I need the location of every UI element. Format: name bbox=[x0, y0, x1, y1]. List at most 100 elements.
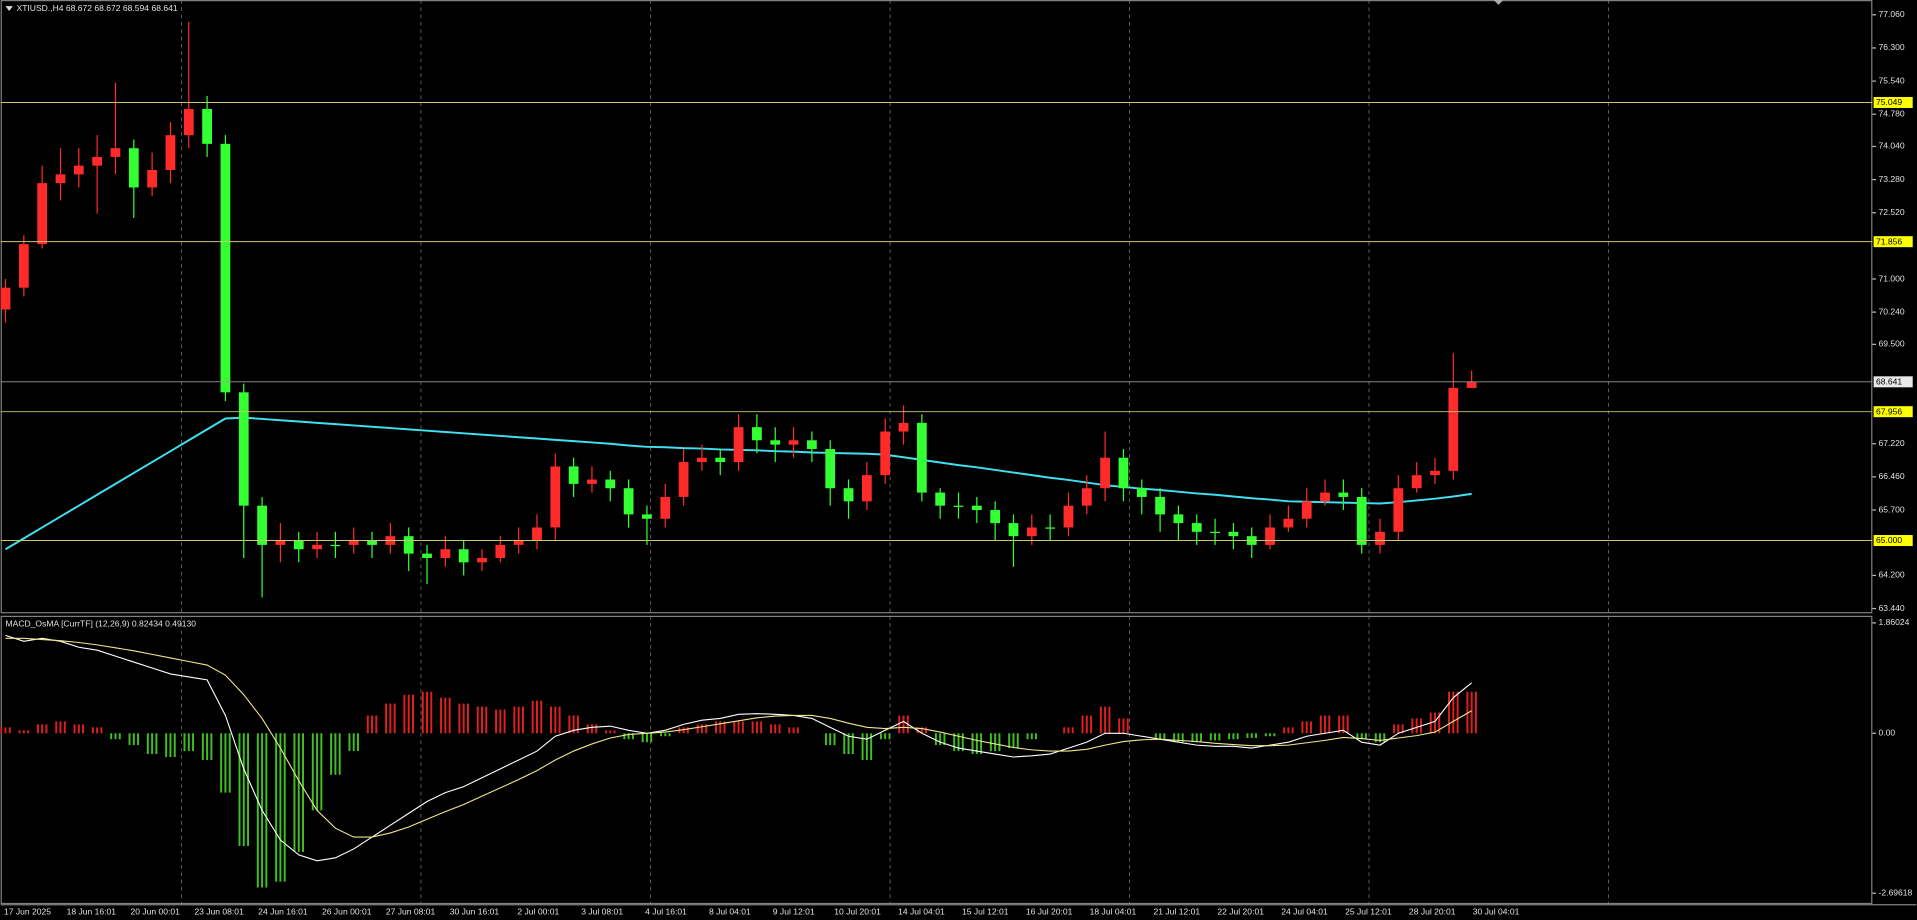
level-label: 65.000 bbox=[1876, 535, 1902, 545]
candle-body bbox=[165, 135, 176, 171]
candle-body bbox=[1448, 387, 1459, 471]
candle-body bbox=[73, 165, 84, 175]
candle-body bbox=[1191, 523, 1202, 532]
time-label: 24 Jul 04:01 bbox=[1281, 906, 1328, 916]
candle-body bbox=[202, 108, 212, 144]
y-tick-label: 63.440 bbox=[1879, 603, 1905, 613]
time-label: 10 Jul 20:01 bbox=[834, 906, 881, 916]
candle-body bbox=[568, 466, 579, 484]
candle-body bbox=[1155, 496, 1165, 515]
price-label-box bbox=[1873, 376, 1913, 388]
candle-body bbox=[18, 244, 29, 288]
candle-body bbox=[880, 431, 891, 476]
candle-body bbox=[678, 462, 689, 497]
candle-body bbox=[422, 553, 432, 558]
y-tick-label: 0.00 bbox=[1879, 728, 1896, 738]
y-tick-label: 65.700 bbox=[1879, 504, 1905, 514]
level-label-box bbox=[1873, 96, 1913, 108]
menu-arrow[interactable] bbox=[5, 6, 13, 11]
candle-body bbox=[1265, 527, 1275, 545]
symbol-header: XTIUSD.,H4 68.672 68.672 68.594 68.641 bbox=[17, 3, 178, 13]
candle-body bbox=[1375, 531, 1385, 545]
candle-body bbox=[513, 540, 524, 545]
time-label: 2 Jul 00:01 bbox=[517, 906, 559, 916]
candle-body bbox=[550, 466, 561, 528]
candle-body bbox=[916, 422, 927, 493]
candle-body bbox=[477, 557, 487, 563]
candle-body bbox=[1320, 492, 1330, 502]
indicator-line bbox=[5, 634, 1472, 862]
time-label: 18 Jun 16:01 bbox=[67, 906, 117, 916]
candle-body bbox=[458, 549, 469, 563]
candle-body bbox=[37, 183, 48, 245]
candle-body bbox=[733, 427, 744, 463]
candle-body bbox=[330, 544, 341, 547]
candle-body bbox=[183, 108, 194, 136]
candle-body bbox=[0, 287, 11, 310]
candle-body bbox=[1356, 496, 1367, 545]
candle-body bbox=[1173, 514, 1184, 524]
candle-body bbox=[1045, 527, 1056, 529]
candle-body bbox=[238, 392, 249, 506]
level-label-box bbox=[1873, 535, 1913, 547]
time-label: 26 Jun 00:01 bbox=[322, 906, 372, 916]
y-tick-label: 69.500 bbox=[1879, 339, 1905, 349]
candle-body bbox=[312, 544, 322, 550]
candle-body bbox=[605, 479, 616, 489]
candle-body bbox=[1063, 505, 1074, 528]
shift-marker bbox=[1493, 0, 1504, 5]
candle-body bbox=[990, 510, 1001, 524]
time-label: 15 Jul 12:01 bbox=[962, 906, 1009, 916]
time-label: 22 Jul 20:01 bbox=[1217, 906, 1264, 916]
candle-body bbox=[843, 488, 854, 502]
level-label-box bbox=[1873, 406, 1913, 418]
time-label: 18 Jul 04:01 bbox=[1090, 906, 1137, 916]
time-label: 21 Jul 12:01 bbox=[1154, 906, 1201, 916]
candle-body bbox=[971, 505, 982, 511]
level-label: 67.956 bbox=[1876, 406, 1902, 416]
candle-body bbox=[495, 544, 506, 558]
y-tick-label: 77.060 bbox=[1879, 9, 1905, 19]
level-label: 71.856 bbox=[1876, 236, 1902, 246]
candle-body bbox=[532, 527, 542, 541]
candle-body bbox=[275, 540, 286, 545]
candle-body bbox=[367, 540, 377, 545]
candle-body bbox=[1100, 457, 1111, 489]
time-label: 8 Jul 04:01 bbox=[709, 906, 751, 916]
candle-body bbox=[1338, 492, 1349, 497]
level-label: 75.049 bbox=[1876, 97, 1902, 107]
candle-body bbox=[128, 148, 139, 188]
time-label: 9 Jul 12:01 bbox=[773, 906, 815, 916]
candle-body bbox=[1466, 381, 1477, 388]
candle-body bbox=[752, 427, 762, 441]
time-label: 25 Jul 12:01 bbox=[1345, 906, 1392, 916]
candle-body bbox=[1301, 501, 1312, 519]
candle-body bbox=[1393, 488, 1404, 532]
candle-body bbox=[293, 540, 304, 550]
time-label: 14 Jul 04:01 bbox=[898, 906, 945, 916]
candle-body bbox=[587, 479, 597, 484]
y-tick-label: 67.220 bbox=[1879, 438, 1905, 448]
candle-body bbox=[788, 440, 799, 445]
time-label: 3 Jul 08:01 bbox=[581, 906, 623, 916]
candle-body bbox=[623, 488, 634, 515]
candle-body bbox=[660, 496, 671, 519]
candle-body bbox=[1228, 531, 1239, 537]
time-label: 27 Jun 08:01 bbox=[386, 906, 436, 916]
candle-body bbox=[147, 170, 158, 188]
candle-body bbox=[1118, 457, 1129, 489]
y-tick-label: 73.280 bbox=[1879, 174, 1905, 184]
y-tick-label: 74.780 bbox=[1879, 108, 1905, 118]
time-label: 23 Jun 08:01 bbox=[194, 906, 244, 916]
candle-body bbox=[257, 505, 267, 545]
time-label: 4 Jul 16:01 bbox=[645, 906, 687, 916]
candle-body bbox=[55, 174, 66, 184]
time-label: 30 Jul 04:01 bbox=[1473, 906, 1520, 916]
candle-body bbox=[715, 457, 726, 463]
y-tick-label: 64.200 bbox=[1879, 570, 1905, 580]
candle-body bbox=[1136, 488, 1147, 497]
candle-body bbox=[1210, 531, 1220, 534]
